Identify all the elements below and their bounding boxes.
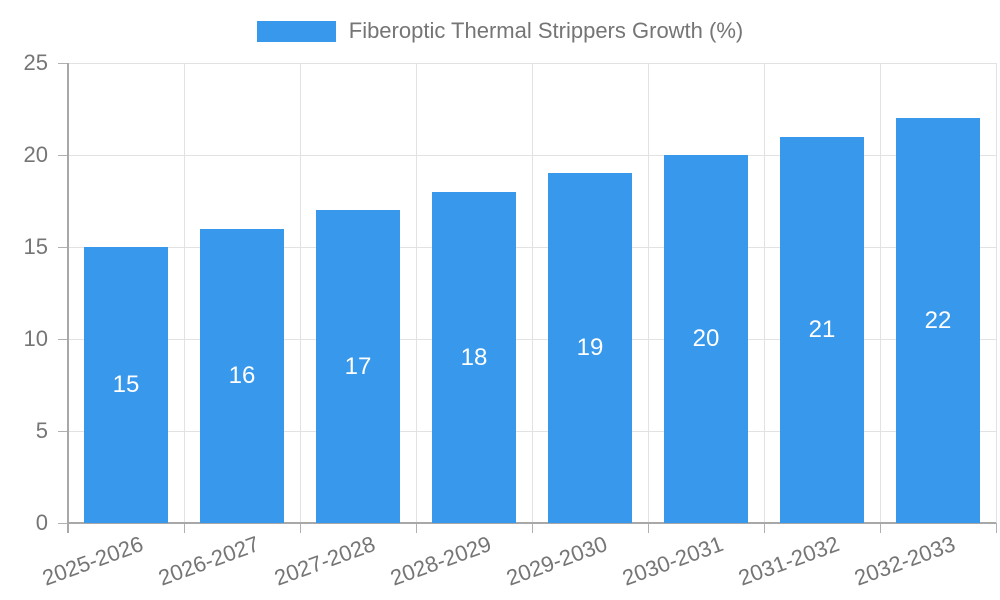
bar [780,137,864,523]
x-axis-label: 2030-2031 [618,531,727,591]
y-axis-label: 15 [23,234,48,259]
x-axis-label: 2031-2032 [734,531,843,591]
x-gridline [184,63,185,523]
x-axis-label: 2029-2030 [502,531,611,591]
bar-value-label: 15 [112,371,140,398]
bar-value-label: 17 [344,353,372,380]
x-gridline [764,63,765,523]
bar [200,229,284,523]
x-axis-label: 2027-2028 [270,531,379,591]
y-tick [58,431,68,432]
bar [84,247,168,523]
y-axis-line [67,63,69,533]
x-gridline [300,63,301,523]
y-axis-label: 25 [23,50,48,75]
y-tick [58,523,68,524]
x-tick [880,523,881,533]
legend-label: Fiberoptic Thermal Strippers Growth (%) [348,18,744,43]
bar-value-label: 20 [692,325,720,352]
x-gridline [880,63,881,523]
x-gridline [996,63,997,523]
y-tick [58,63,68,64]
y-axis-label: 0 [35,510,48,535]
y-axis-label: 10 [23,326,48,351]
x-axis-label: 2026-2027 [154,531,263,591]
y-tick [58,155,68,156]
bar [548,173,632,523]
x-tick [416,523,417,533]
x-axis-label: 2028-2029 [386,531,495,591]
x-tick [648,523,649,533]
bar [896,118,980,523]
x-axis-label: 2032-2033 [850,531,959,591]
x-tick [996,523,997,533]
y-tick [58,339,68,340]
x-tick [764,523,765,533]
bar-value-label: 19 [576,334,604,361]
x-tick [184,523,185,533]
bar-value-label: 16 [228,362,256,389]
legend-item[interactable]: Fiberoptic Thermal Strippers Growth (%) [0,18,1000,44]
bar [316,210,400,523]
x-axis-label: 2025-2026 [38,531,147,591]
x-tick [300,523,301,533]
legend-swatch [256,20,336,42]
bar [664,155,748,523]
x-gridline [648,63,649,523]
bar-value-label: 18 [460,344,488,371]
bar-value-label: 22 [924,307,952,334]
x-gridline [532,63,533,523]
bar-value-label: 21 [808,316,836,343]
x-gridline [416,63,417,523]
x-tick [532,523,533,533]
y-tick [58,247,68,248]
y-axis-label: 5 [35,418,48,443]
x-axis-line [68,522,996,524]
bar [432,192,516,523]
y-axis-label: 20 [23,142,48,167]
